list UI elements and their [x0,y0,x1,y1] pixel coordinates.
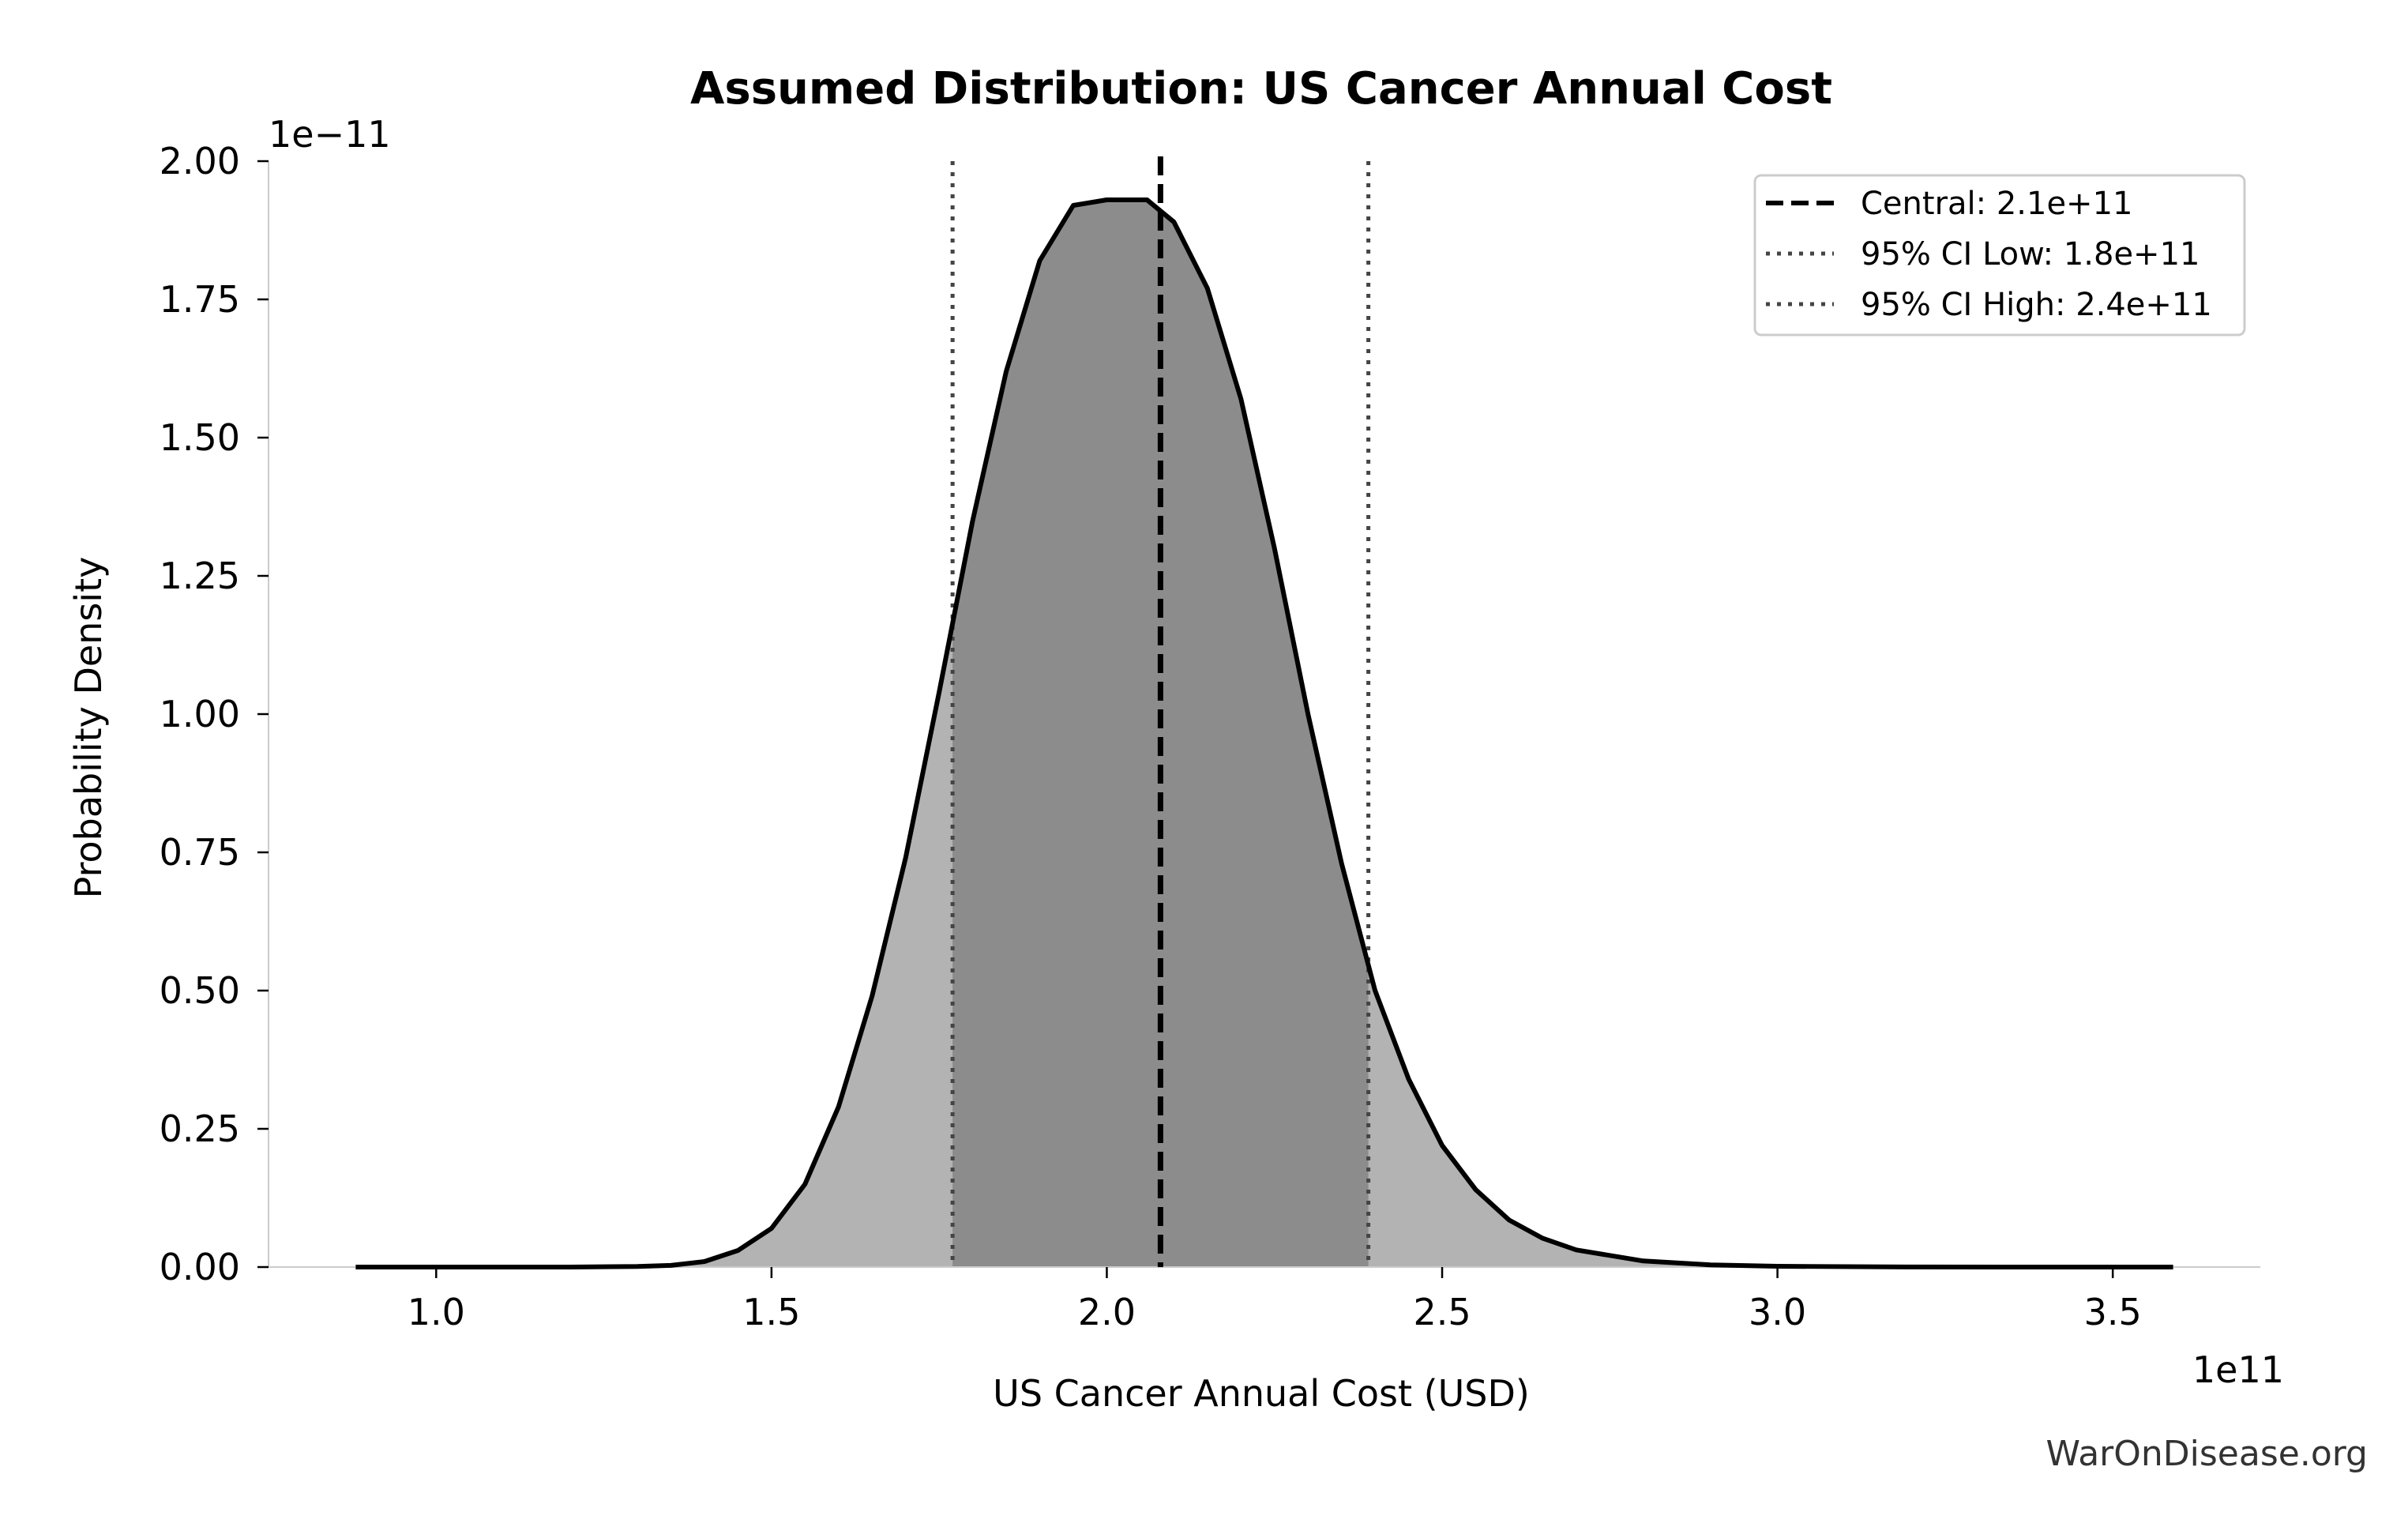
chart-title: Assumed Distribution: US Cancer Annual C… [690,63,1832,115]
x-tick-label: 2.5 [1413,1291,1471,1333]
x-tick-label: 3.0 [1749,1291,1806,1333]
y-tick-label: 1.50 [160,416,240,459]
y-tick-label: 1.00 [160,693,240,735]
density-curve [355,197,2173,1269]
x-tick-label: 3.5 [2084,1291,2142,1333]
confidence-interval-fill [952,200,1369,1267]
plot-area: 0.00 0.25 0.50 0.75 1.00 1.25 1.50 1.75 2.00 1.0 1… [160,140,2260,1333]
legend-ci-high-label: 95% CI High: 2.4e+11 [1861,287,2212,323]
legend-ci-low-label: 95% CI Low: 1.8e+11 [1861,236,2200,273]
y-tick-label: 0.50 [160,969,240,1012]
x-tick-label: 1.5 [742,1291,800,1333]
legend-frame [1753,174,2246,337]
y-tick-label: 0.00 [160,1246,240,1288]
y-tick-label: 1.25 [160,555,240,597]
x-offset-label: 1e11 [2192,1348,2284,1391]
y-offset-label: 1e−11 [269,113,391,156]
y-axis-label: Probability Density [67,557,110,899]
x-tick-label: 1.0 [408,1291,465,1333]
x-tick-label: 2.0 [1078,1291,1136,1333]
y-tick-label: 1.75 [160,278,240,321]
y-tick-label: 0.25 [160,1107,240,1150]
y-tick-label: 2.00 [160,140,240,182]
x-axis-label: US Cancer Annual Cost (USD) [993,1372,1530,1415]
watermark: WarOnDisease.org [2046,1434,2368,1474]
y-tick-label: 0.75 [160,831,240,874]
legend: Central: 2.1e+11 95% CI Low: 1.8e+11 95%… [1753,174,2246,337]
legend-central-label: Central: 2.1e+11 [1861,186,2132,222]
